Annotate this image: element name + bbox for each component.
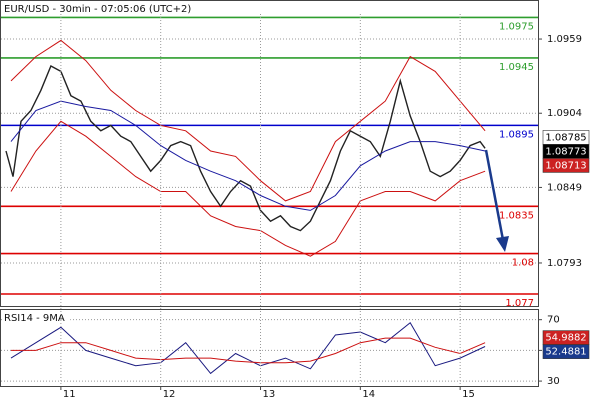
level-label: 1.0945	[499, 62, 534, 73]
price-badge-label: 1.08785	[545, 132, 586, 143]
y-tick-label: 1.0904	[547, 108, 582, 119]
price-badge-label: 54.9882	[545, 333, 586, 344]
level-label: 1.0835	[499, 210, 534, 221]
level-label: 1.077	[505, 298, 534, 309]
y-tick-label: 30	[547, 376, 560, 387]
y-tick-label: 70	[547, 315, 560, 326]
rsi-panel-frame	[0, 309, 539, 387]
title-bg	[2, 2, 213, 15]
series-line	[10, 321, 486, 375]
level-label: 1.0895	[499, 129, 534, 140]
price-panel-frame	[0, 0, 539, 307]
arrow-shaft	[484, 149, 505, 241]
series-line	[10, 39, 486, 202]
panel-title: RSI14 - 9MA	[4, 313, 65, 324]
x-tick-label: 14	[362, 389, 375, 400]
forecast-arrow	[484, 149, 509, 252]
price-badge-label: 52.4881	[545, 347, 586, 358]
x-tick-label: 13	[263, 389, 276, 400]
series-line	[10, 100, 486, 211]
series-line	[11, 337, 486, 364]
arrow-head	[496, 236, 509, 252]
x-tick-label: 12	[163, 389, 176, 400]
x-tick-label: 15	[462, 389, 475, 400]
y-tick-label: 1.0959	[547, 34, 582, 45]
price-badge-label: 1.08713	[545, 160, 586, 171]
y-tick-label: 1.0849	[547, 182, 582, 193]
level-label: 1.08	[512, 258, 534, 269]
series-line	[10, 120, 486, 257]
level-label: 1.0975	[499, 21, 534, 32]
panel-title: EUR/USD - 30min - 07:05:06 (UTC+2)	[4, 4, 191, 15]
price-badge	[542, 158, 590, 173]
x-tick-label: 11	[63, 389, 76, 400]
price-badge	[542, 344, 590, 359]
y-tick-label: 1.0793	[547, 258, 582, 269]
title-bg	[2, 311, 71, 324]
price-badge-label: 1.08773	[545, 146, 586, 157]
series-line	[5, 65, 486, 232]
